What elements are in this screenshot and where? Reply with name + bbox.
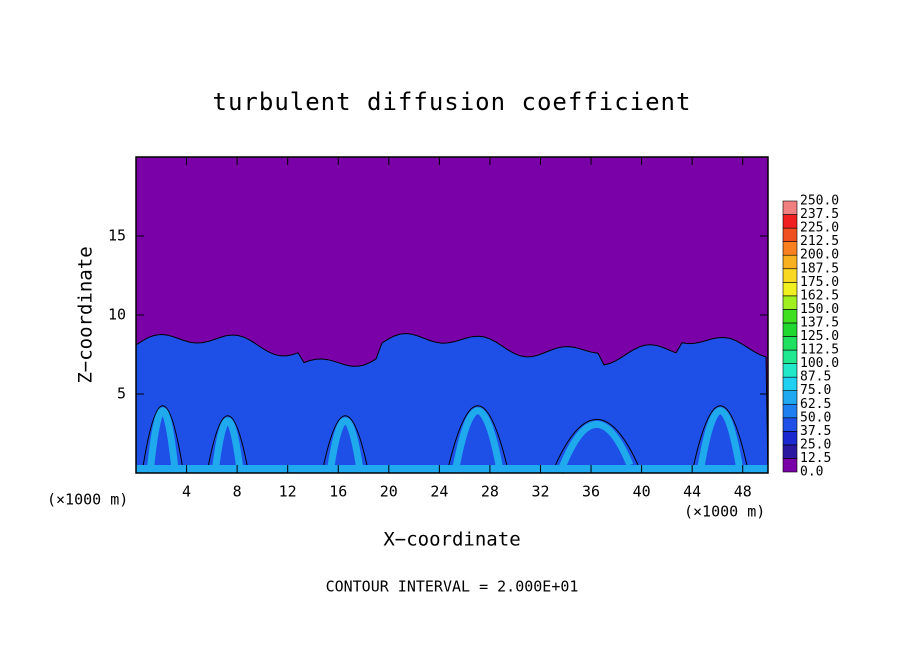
colorbar-swatch [782,336,798,351]
x-tick-label: 16 [329,483,347,501]
colorbar-label: 112.5 [800,343,839,358]
colorbar-label: 87.5 [800,370,831,385]
colorbar-swatch [782,444,798,459]
colorbar-swatch [782,417,798,432]
x-tick-label: 32 [531,483,549,501]
x-tick-label: 4 [182,483,191,501]
colorbar-label: 150.0 [800,302,839,317]
colorbar-swatch [782,200,798,215]
x-axis-label: X−coordinate [383,529,520,551]
colorbar-label: 137.5 [800,315,839,330]
x-unit-right: (×1000 m) [684,503,765,521]
turbulent-region [135,332,769,474]
colorbar-label: 25.0 [800,437,831,452]
colorbar-label: 100.0 [800,356,839,371]
x-tick-label: 8 [233,483,242,501]
plume-contour [141,405,184,474]
colorbar-label: 200.0 [800,248,839,263]
colorbar-swatch [782,254,798,270]
x-tick-label: 28 [481,483,499,501]
x-tick-label: 20 [380,483,398,501]
plume-contour [446,405,509,474]
x-tick-label: 12 [279,483,297,501]
x-tick-label: 48 [734,483,752,501]
x-tick-label: 24 [430,483,448,501]
colorbar-swatch [782,431,798,446]
colorbar-swatch [782,241,798,256]
colorbar-label: 50.0 [800,410,831,425]
colorbar-swatch [782,227,798,242]
colorbar-label: 212.5 [800,234,839,249]
plume-contour [551,419,639,474]
plume [451,407,504,474]
colorbar-swatch [782,295,798,310]
colorbar-label: 175.0 [800,275,839,290]
colorbar-swatch [782,363,798,378]
colorbar-swatch [782,322,798,337]
colorbar-swatch [782,268,798,283]
colorbar-label: 125.0 [800,329,839,344]
plume [556,420,634,475]
chart-title: turbulent diffusion coefficient [213,88,692,116]
colorbar-label: 187.5 [800,261,839,276]
colorbar-swatch [782,309,798,324]
plume-contour [206,415,249,474]
colorbar-label: 250.0 [800,194,839,209]
colorbar-swatch [782,403,798,419]
x-unit-left: (×1000 m) [47,491,128,509]
colorbar-label: 75.0 [800,383,831,398]
plume [326,417,364,474]
colorbar-label: 37.5 [800,424,831,439]
footer-note: CONTOUR INTERVAL = 2.000E+01 [326,578,579,596]
colorbar-swatch [782,214,798,229]
colorbar-swatch [782,458,798,473]
colorbar-label: 237.5 [800,207,839,222]
colorbar-swatch [782,390,798,405]
colorbar-label: 62.5 [800,397,831,412]
plume [211,417,244,474]
x-tick-label: 36 [582,483,600,501]
plume-contour [321,415,369,474]
y-axis-label: Z−coordinate [75,246,97,383]
y-tick-label: 15 [108,227,126,245]
field [135,157,769,475]
plume [696,407,744,474]
colorbar-swatch [782,376,798,391]
colorbar-label: 0.0 [800,465,823,480]
colorbar-swatch [782,281,798,297]
colorbar-label: 12.5 [800,451,831,466]
y-tick-label: 10 [108,306,126,324]
colorbar-label: 225.0 [800,221,839,236]
colorbar-swatch [782,349,798,364]
x-tick-label: 44 [683,483,701,501]
plume-contour [691,405,749,474]
plume [146,407,179,474]
colorbar-label: 162.5 [800,288,839,303]
y-tick-label: 5 [117,385,126,403]
surface-layer [136,465,768,473]
x-tick-label: 40 [633,483,651,501]
